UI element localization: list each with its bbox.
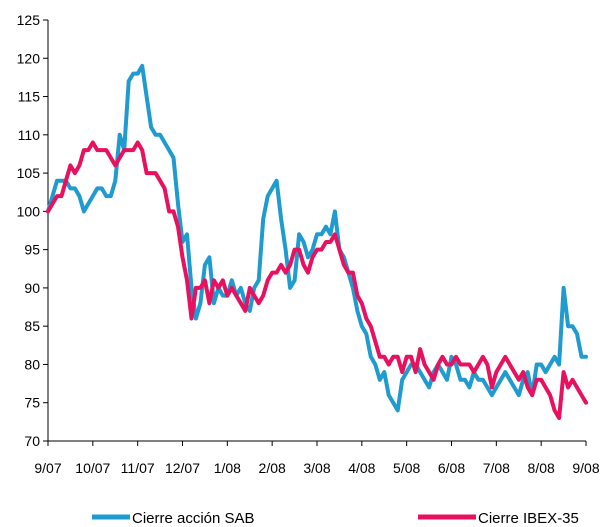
legend-item: Cierre acción SAB (92, 510, 255, 527)
legend-label: Cierre acción SAB (132, 510, 255, 527)
y-tick-label: 85 (24, 318, 40, 334)
series-lines (46, 63, 588, 420)
y-tick-label: 100 (17, 203, 41, 219)
legend-item: Cierre IBEX-35 (418, 510, 579, 527)
x-tick-label: 10/07 (75, 460, 110, 476)
x-tick-label: 12/07 (165, 460, 200, 476)
y-tick-label: 110 (18, 127, 41, 143)
x-tick-label: 3/08 (303, 460, 330, 476)
x-axis: 9/07 10/07 11/07 12/07 1/08 2/08 3/08 4/08 5/08 6… (34, 440, 600, 476)
legend-label: Cierre IBEX-35 (478, 510, 579, 527)
y-tick-label: 120 (17, 50, 41, 66)
x-tick-label: 4/08 (348, 460, 375, 476)
series-line-cierre-accion-sab (46, 63, 588, 413)
x-tick-label: 9/07 (34, 460, 61, 476)
legend: Cierre acción SAB Cierre IBEX-35 (92, 510, 579, 527)
x-tick-label: 11/07 (121, 460, 155, 476)
series-line-cierre-ibex-35 (46, 140, 588, 420)
y-tick-label: 75 (24, 395, 40, 411)
y-tick-label: 105 (17, 165, 41, 181)
x-tick-label: 8/08 (528, 460, 555, 476)
y-tick-label: 115 (18, 89, 41, 105)
x-tick-label: 9/08 (572, 460, 599, 476)
x-tick-label: 2/08 (259, 460, 286, 476)
x-tick-label: 5/08 (393, 460, 420, 476)
y-tick-label: 70 (24, 433, 40, 449)
y-tick-label: 95 (24, 242, 40, 258)
y-tick-label: 80 (24, 356, 40, 372)
y-tick-label: 125 (17, 12, 41, 28)
y-tick-label: 90 (24, 280, 40, 296)
x-tick-label: 7/08 (483, 460, 510, 476)
x-tick-label: 1/08 (214, 460, 241, 476)
y-axis: 70 75 80 85 90 95 100 105 110 115 120 125 (17, 12, 49, 449)
x-tick-label: 6/08 (438, 460, 465, 476)
